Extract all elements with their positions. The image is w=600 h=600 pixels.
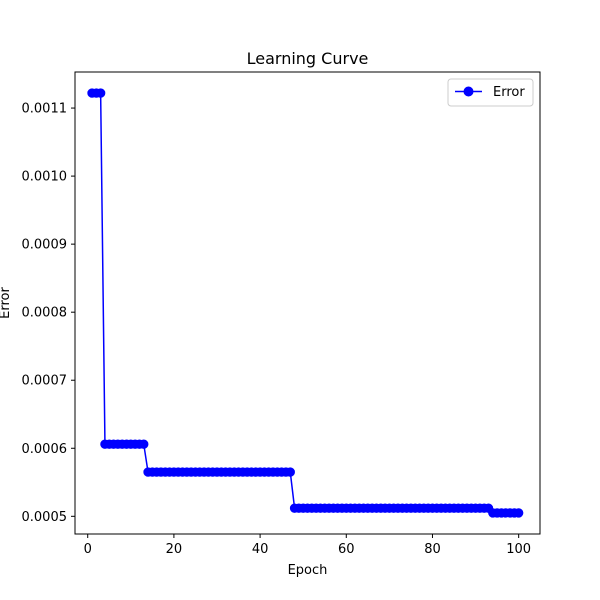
legend: Error [447, 78, 534, 107]
legend-box [447, 78, 534, 107]
x-axis: 0 20 40 60 80 100 [84, 534, 531, 557]
x-tick-label: 60 [338, 542, 355, 557]
data-point [285, 467, 295, 477]
y-tick-label: 0.0007 [22, 374, 68, 389]
x-tick-label: 20 [166, 542, 183, 557]
x-tick-label: 100 [506, 542, 531, 557]
x-axis-title: Epoch [288, 563, 328, 578]
y-tick-label: 0.0008 [22, 306, 68, 321]
legend-entry-error: Error [493, 85, 525, 100]
data-point [139, 439, 149, 449]
y-tick-label: 0.0010 [22, 170, 68, 185]
plot-area [87, 88, 524, 518]
axes-frame [74, 71, 541, 535]
y-axis-title: Error [0, 287, 13, 319]
x-tick-label: 80 [424, 542, 441, 557]
y-tick-label: 0.0009 [22, 238, 68, 253]
data-point [513, 508, 524, 518]
x-tick-label: 40 [252, 542, 269, 557]
y-axis: 0.0005 0.0006 0.0007 0.0008 0.0009 0.0010 0.00… [22, 102, 75, 525]
data-point [95, 88, 106, 98]
chart-title: Learning Curve [247, 49, 369, 68]
y-tick-label: 0.0005 [22, 510, 68, 525]
x-tick-label: 0 [84, 542, 92, 557]
y-tick-label: 0.0006 [22, 442, 68, 457]
legend-marker-swatch [463, 86, 474, 97]
y-tick-label: 0.0011 [22, 102, 68, 117]
